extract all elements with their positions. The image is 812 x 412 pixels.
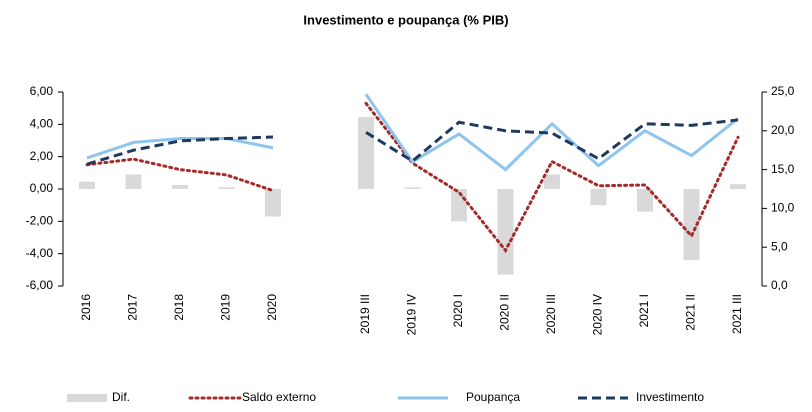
y2-tick-label: 10,0 bbox=[771, 201, 795, 215]
y2-tick-label: 5,0 bbox=[771, 239, 788, 253]
series-line bbox=[364, 101, 740, 254]
bar bbox=[590, 189, 607, 206]
x-tick-label: 2019 III bbox=[358, 294, 372, 334]
bar bbox=[497, 189, 514, 275]
y2-tick-label: 20,0 bbox=[771, 123, 795, 137]
x-tick-label: 2021 II bbox=[684, 294, 698, 331]
y-tick-label: -4,00 bbox=[26, 246, 54, 260]
bar bbox=[358, 117, 374, 189]
x-tick-label: 2020 II bbox=[498, 294, 512, 331]
x-tick-label: 2020 I bbox=[451, 294, 465, 327]
x-tick-label: 2017 bbox=[126, 294, 140, 321]
x-tick-label: 2019 IV bbox=[405, 294, 419, 335]
legend-label: Poupança bbox=[466, 390, 520, 404]
bar bbox=[79, 181, 95, 189]
y-tick-label: 2,00 bbox=[30, 149, 54, 163]
bar bbox=[683, 189, 700, 261]
series-line bbox=[86, 135, 274, 166]
chart-title: Investimento e poupança (% PIB) bbox=[303, 12, 508, 27]
bar bbox=[125, 174, 142, 189]
x-tick-label: 2021 I bbox=[637, 294, 651, 327]
y2-tick-label: 15,0 bbox=[771, 162, 795, 176]
x-tick-label: 2020 bbox=[265, 294, 279, 321]
series-line bbox=[365, 118, 739, 163]
x-tick-label: 2021 III bbox=[730, 294, 744, 334]
y2-tick-label: 25,0 bbox=[771, 84, 795, 98]
bar bbox=[637, 189, 653, 212]
y-tick-label: -2,00 bbox=[26, 214, 54, 228]
bar bbox=[544, 174, 560, 189]
bar bbox=[172, 184, 188, 189]
series-line bbox=[86, 137, 274, 160]
bar bbox=[404, 187, 421, 189]
x-tick-label: 2019 bbox=[219, 294, 233, 321]
legend-label: Investimento bbox=[636, 390, 704, 404]
series-line bbox=[85, 157, 275, 193]
x-tick-label: 2020 III bbox=[544, 294, 558, 334]
y-tick-label: 6,00 bbox=[30, 84, 54, 98]
series-line bbox=[364, 93, 739, 172]
x-tick-label: 2016 bbox=[79, 294, 93, 321]
bar bbox=[218, 187, 235, 189]
legend-swatch bbox=[67, 394, 107, 402]
bar bbox=[265, 189, 281, 217]
legend-label: Dif. bbox=[112, 390, 130, 404]
x-tick-label: 2018 bbox=[172, 294, 186, 321]
x-tick-label: 2020 IV bbox=[591, 294, 605, 335]
y-tick-label: -6,00 bbox=[26, 278, 54, 292]
y2-tick-label: 0,0 bbox=[771, 278, 788, 292]
bar bbox=[730, 184, 746, 189]
legend-label: Saldo externo bbox=[242, 390, 316, 404]
y-tick-label: 4,00 bbox=[30, 117, 54, 131]
y-tick-label: 0,00 bbox=[30, 181, 54, 195]
